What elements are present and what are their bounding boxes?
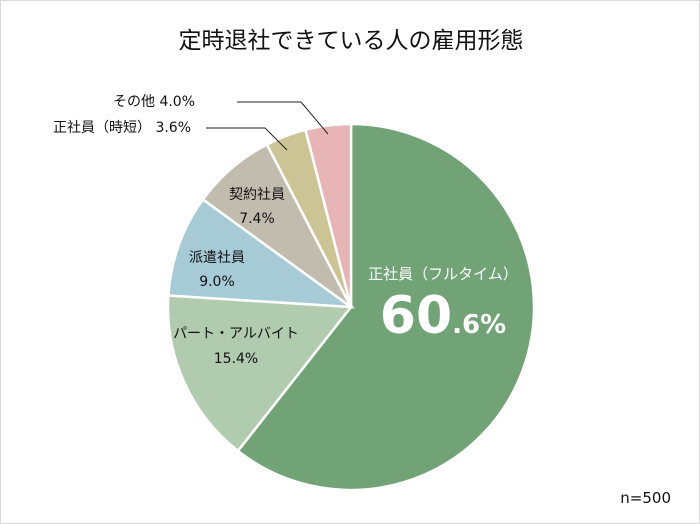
leader-line-shorttime (206, 127, 288, 151)
label-other: その他 4.0% (113, 94, 196, 110)
pie-slice (167, 197, 356, 309)
label-contract: 契約社員 7.4% (229, 187, 285, 227)
label-shorttime: 正社員（時短） 3.6% (53, 120, 192, 136)
sample-size: n=500 (620, 489, 671, 507)
chart-title: 定時退社できている人の雇用形態 (178, 28, 524, 54)
pie-slice (236, 122, 536, 492)
pie-slice (303, 122, 353, 308)
label-part: パート・アルバイト 15.4% (173, 326, 299, 367)
pie-slice (166, 294, 354, 453)
label-dispatch: 派遣社員 9.0% (189, 250, 245, 290)
label-fulltime: 正社員（フルタイム） 60.6% (368, 265, 518, 346)
leader-line-other (237, 101, 329, 135)
